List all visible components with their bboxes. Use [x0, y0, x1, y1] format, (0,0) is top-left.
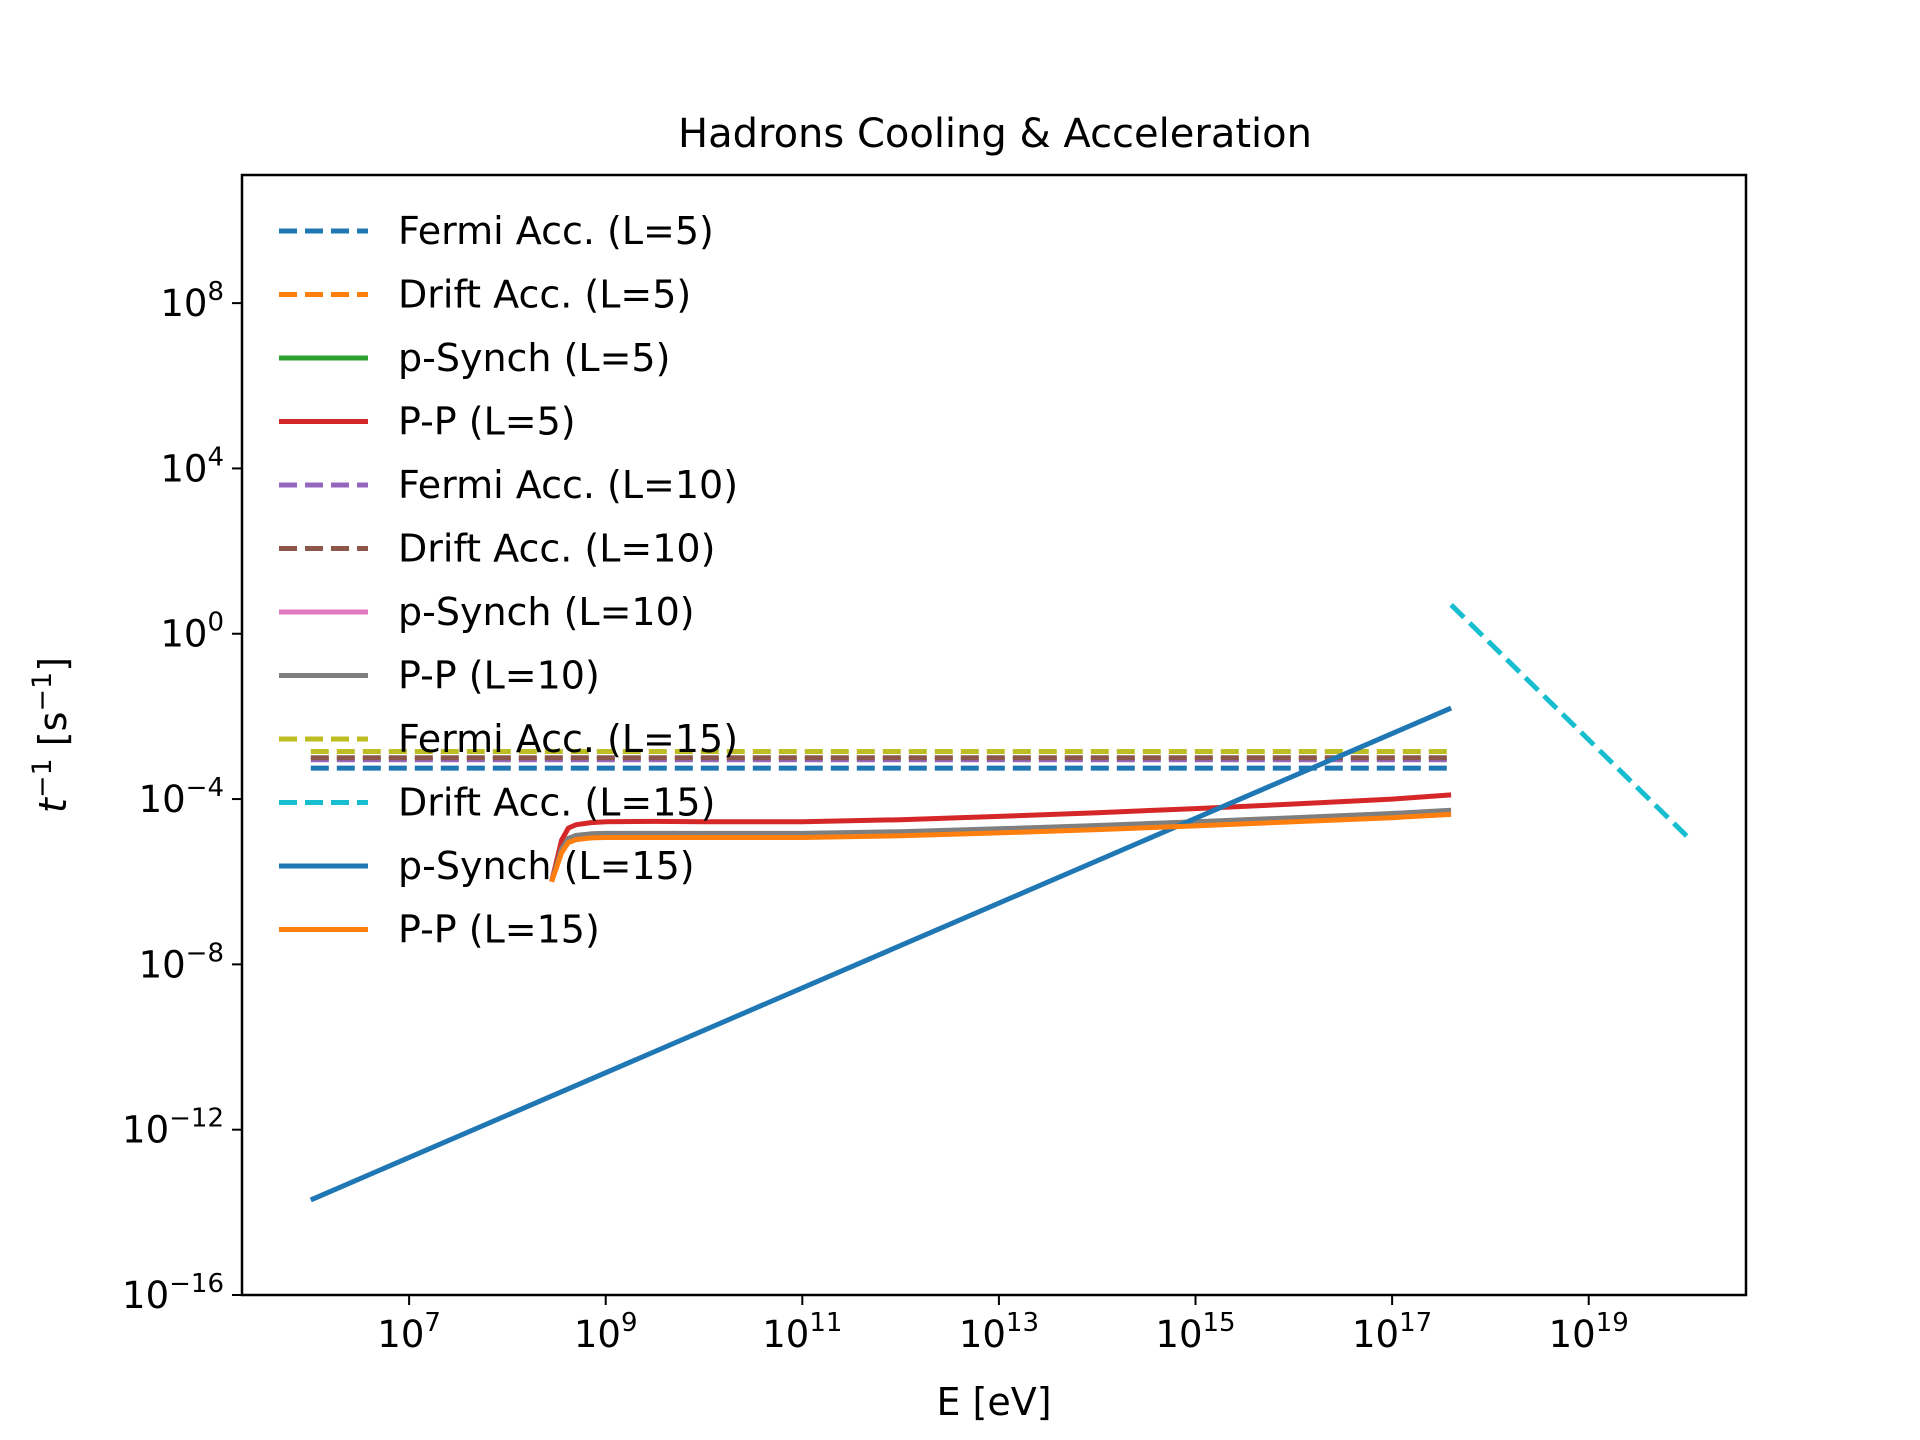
- legend-label-fermi-acc-l-15: Fermi Acc. (L=15): [398, 717, 738, 761]
- x-tick-label: 1011: [762, 1308, 842, 1356]
- y-tick-label: 10−4: [139, 773, 224, 821]
- legend-label-p-synch-l-10: p-Synch (L=10): [398, 590, 695, 634]
- legend-label-p-p-l-5: P-P (L=5): [398, 400, 576, 444]
- x-axis-label: E [eV]: [936, 1380, 1051, 1424]
- legend-label-fermi-acc-l-5: Fermi Acc. (L=5): [398, 209, 714, 253]
- series-line-p-p-l-15: [549, 811, 1452, 883]
- legend-label-drift-acc-l-15: Drift Acc. (L=15): [398, 781, 715, 825]
- legend-label-p-synch-l-15: p-Synch (L=15): [398, 844, 695, 888]
- x-tick-label: 107: [377, 1308, 441, 1356]
- x-tick-label: 1015: [1155, 1308, 1235, 1356]
- legend-label-drift-acc-l-10: Drift Acc. (L=10): [398, 527, 715, 571]
- legend-label-fermi-acc-l-10: Fermi Acc. (L=10): [398, 463, 738, 507]
- x-tick-label: 1013: [959, 1308, 1039, 1356]
- series-line-p-synch-l-15: [309, 705, 1453, 1203]
- legend-label-p-p-l-10: P-P (L=10): [398, 654, 600, 698]
- legend: Fermi Acc. (L=5) Drift Acc. (L=5) p-Synch …: [279, 209, 738, 952]
- y-tick-label: 10−8: [139, 938, 224, 986]
- y-tick-label: 10−16: [122, 1269, 224, 1317]
- x-tick-label: 1017: [1352, 1308, 1432, 1356]
- y-axis-label-unit-close: ]: [31, 657, 75, 672]
- series-layer: [309, 603, 1689, 1203]
- y-axis-label-symbol: t: [31, 796, 75, 813]
- y-axis-label-symbol-exponent: −1: [27, 758, 58, 798]
- y-axis-label-unit-exponent: −1: [27, 672, 58, 712]
- x-tick-label: 109: [574, 1308, 638, 1356]
- x-axis-ticks: 107 109 1011 1013 1015 1017 1019: [377, 1295, 1629, 1356]
- y-axis-ticks: 10−16 10−12 10−8 10−4 100 104 108: [122, 277, 242, 1317]
- y-axis-label-unit-open: [s: [31, 712, 75, 747]
- plot-frame: [240, 173, 1748, 1297]
- legend-label-p-p-l-15: P-P (L=15): [398, 908, 600, 952]
- y-tick-label: 104: [160, 442, 224, 490]
- y-tick-label: 108: [160, 277, 224, 325]
- y-tick-label: 10−12: [122, 1104, 224, 1152]
- series-line-drift-acc-l-15: [1449, 603, 1689, 839]
- x-tick-label: 1019: [1549, 1308, 1629, 1356]
- legend-label-p-synch-l-5: p-Synch (L=5): [398, 336, 670, 380]
- legend-label-drift-acc-l-5: Drift Acc. (L=5): [398, 273, 691, 317]
- y-tick-label: 100: [160, 608, 224, 656]
- y-axis-label: t−1 [s−1]: [27, 657, 75, 813]
- series-line-p-p-l-5: [549, 792, 1452, 883]
- chart-title: Hadrons Cooling & Acceleration: [678, 111, 1312, 157]
